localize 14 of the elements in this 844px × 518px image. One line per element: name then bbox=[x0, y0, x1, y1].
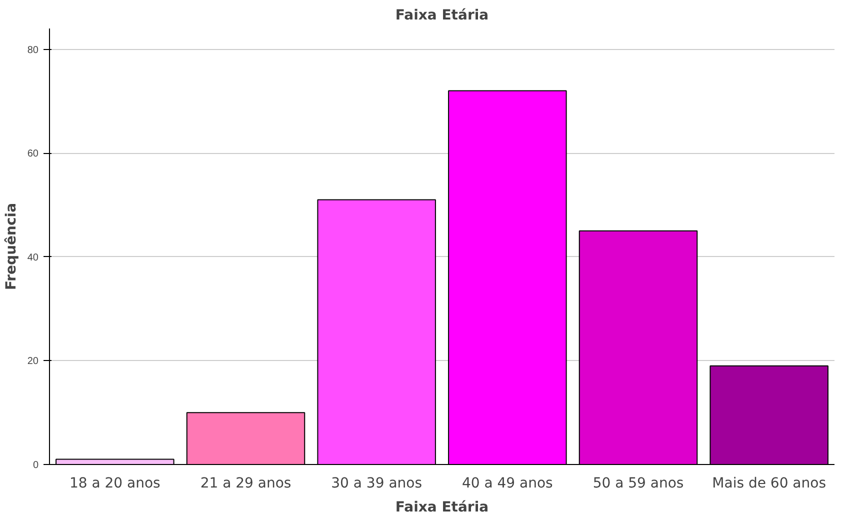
x-tick-label: 30 a 39 anos bbox=[331, 476, 422, 492]
y-tick-label: 80 bbox=[27, 44, 39, 56]
x-axis-title: Faixa Etária bbox=[395, 500, 489, 516]
y-axis-title: Frequência bbox=[3, 202, 20, 290]
y-tick-label: 40 bbox=[27, 252, 39, 264]
y-tick-label: 0 bbox=[32, 460, 39, 471]
x-tick-label: Mais de 60 anos bbox=[712, 476, 826, 492]
x-tick-label: 40 a 49 anos bbox=[462, 476, 553, 492]
y-tick-label: 60 bbox=[27, 148, 39, 160]
x-tick-label: 50 a 59 anos bbox=[592, 476, 684, 492]
x-tick-label: 18 a 20 anos bbox=[69, 476, 160, 492]
x-tick-label: 21 a 29 anos bbox=[200, 476, 292, 492]
y-tick-label: 20 bbox=[27, 356, 39, 368]
chart-title: Faixa Etária bbox=[395, 8, 489, 24]
